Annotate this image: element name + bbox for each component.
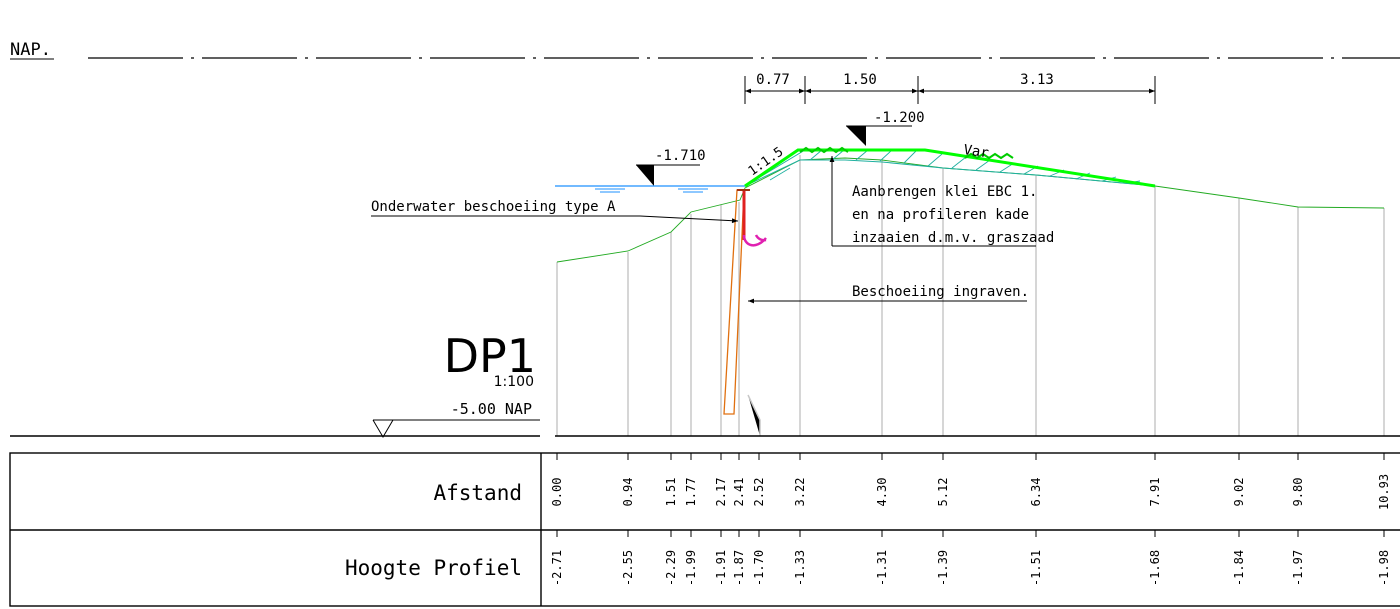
hoogte-value: -1.91: [714, 550, 728, 586]
reference-level: -5.00 NAP: [451, 400, 532, 418]
water-surface: [555, 185, 745, 193]
afstand-value: 3.22: [793, 478, 807, 507]
afstand-value: 1.51: [664, 478, 678, 507]
hoogte-value: -1.51: [1029, 550, 1043, 586]
afstand-value: 9.02: [1232, 478, 1246, 507]
station-lines: [556, 155, 1385, 436]
dimension-label: 3.13: [1020, 72, 1054, 88]
water-level-marker: -1.710: [636, 148, 706, 186]
data-table: Afstand Hoogte Profiel: [9, 452, 1400, 607]
dimension-label: 0.77: [756, 72, 790, 88]
water-level: -1.710: [655, 148, 706, 164]
dimension-chain: 0.77 1.50 3.13: [744, 72, 1156, 104]
svg-text:en na profileren kade: en na profileren kade: [852, 207, 1029, 223]
crest-level: -1.200: [874, 110, 925, 126]
annotation-ingraven: Beschoeiing ingraven.: [748, 284, 1029, 304]
clay-top-line: [744, 146, 1156, 188]
afstand-value: 0.94: [621, 478, 635, 507]
row-label-hoogte: Hoogte Profiel: [345, 556, 522, 580]
hoogte-value: -1.98: [1377, 550, 1391, 586]
sheet-pile: [723, 189, 767, 415]
profile-name: DP1: [444, 329, 536, 383]
crest-level-marker: -1.200: [846, 110, 925, 146]
hoogte-value: -1.33: [793, 550, 807, 586]
hoogte-value: -1.97: [1291, 550, 1305, 586]
hoogte-value: -1.99: [684, 550, 698, 586]
svg-text:Onderwater beschoeiing type A: Onderwater beschoeiing type A: [371, 199, 616, 215]
hoogte-value: -2.71: [550, 550, 564, 586]
datum-label: NAP.: [10, 40, 51, 60]
afstand-value: 4.30: [875, 478, 889, 507]
afstand-value: 1.77: [684, 478, 698, 507]
afstand-value: 6.34: [1029, 478, 1043, 507]
afstand-value: 2.17: [714, 478, 728, 507]
svg-text:Beschoeiing ingraven.: Beschoeiing ingraven.: [852, 284, 1029, 300]
afstand-value: 10.93: [1377, 474, 1391, 510]
table-values: 0.00 0.94 1.51 1.77 2.17 2.41 2.52 3.22 4.30 5.12…: [550, 453, 1391, 586]
dimension-label: 1.50: [843, 72, 877, 88]
svg-text:inzaaien d.m.v. graszaad: inzaaien d.m.v. graszaad: [852, 230, 1054, 246]
hoogte-value: -1.39: [936, 550, 950, 586]
ground-profile: [556, 157, 1385, 263]
annotation-onderwater: Onderwater beschoeiing type A: [371, 199, 739, 224]
hoogte-value: -1.84: [1232, 550, 1246, 586]
afstand-value: 2.41: [732, 478, 746, 507]
afstand-value: 2.52: [752, 478, 766, 507]
annotation-klei: Aanbrengen klei EBC 1. en na profileren …: [829, 156, 1054, 247]
hoogte-value: -1.31: [875, 550, 889, 586]
hoogte-value: -1.68: [1148, 550, 1162, 586]
var-label: Var: [962, 142, 989, 161]
hoogte-value: -1.70: [752, 550, 766, 586]
hoogte-value: -2.55: [621, 550, 635, 586]
hoogte-value: -1.87: [732, 550, 746, 586]
afstand-value: 0.00: [550, 478, 564, 507]
scale-label: 1:100: [494, 374, 534, 390]
svg-text:Aanbrengen klei EBC 1.: Aanbrengen klei EBC 1.: [852, 184, 1037, 200]
hoogte-value: -2.29: [664, 550, 678, 586]
reference-marker: [372, 419, 540, 438]
row-label-afstand: Afstand: [433, 481, 522, 505]
afstand-value: 9.80: [1291, 478, 1305, 507]
afstand-value: 5.12: [936, 478, 950, 507]
afstand-value: 7.91: [1148, 478, 1162, 507]
